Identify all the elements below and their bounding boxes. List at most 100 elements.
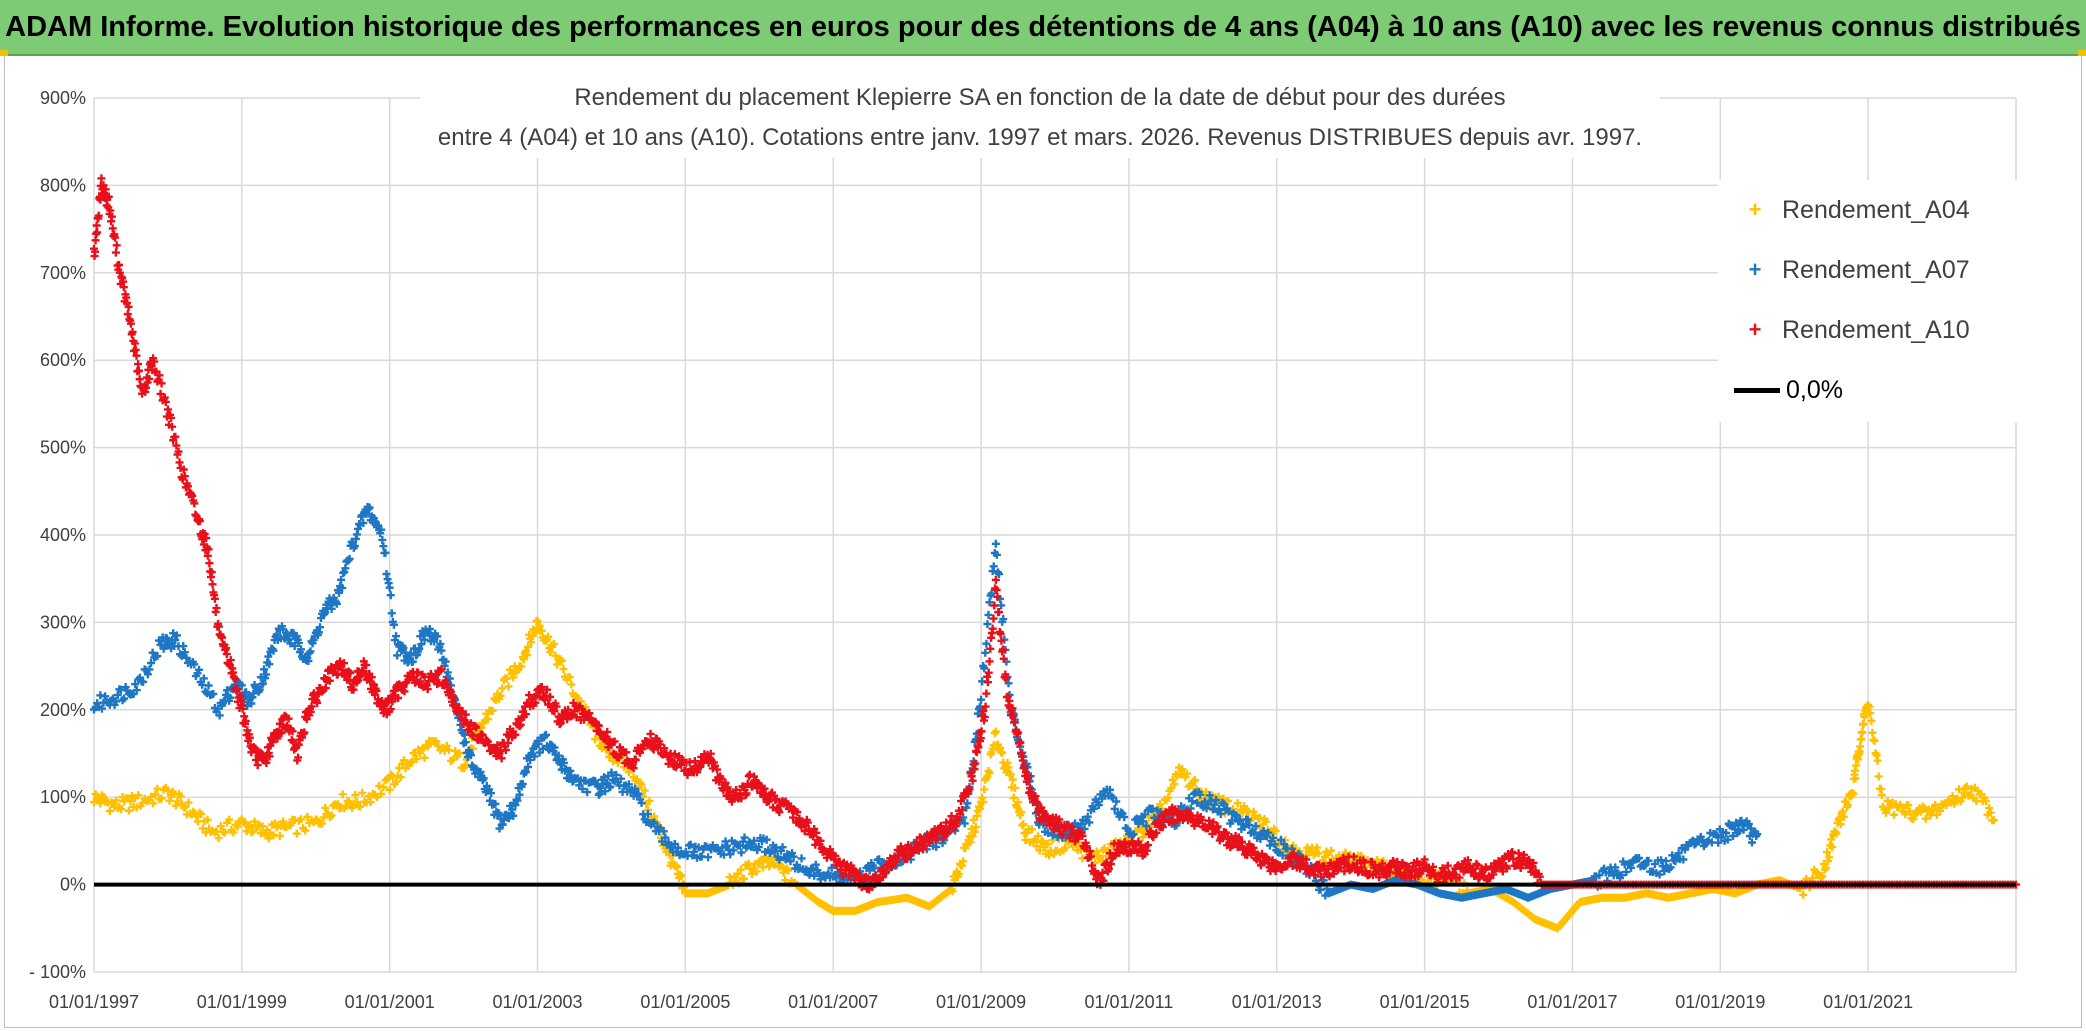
data-point (686, 840, 695, 849)
data-point (661, 833, 670, 842)
data-point (1061, 843, 1070, 852)
banner-corner-right (2078, 50, 2086, 56)
data-point (220, 828, 229, 837)
data-point (1077, 820, 1086, 829)
data-point (113, 690, 122, 699)
data-point (262, 670, 271, 679)
data-point (126, 797, 135, 806)
data-point (726, 850, 735, 859)
data-point (408, 657, 417, 666)
data-point (778, 843, 787, 852)
data-point (977, 695, 986, 704)
data-point (645, 796, 654, 805)
data-point (677, 871, 686, 880)
y-tick-label: - 100% (29, 962, 86, 982)
data-point (296, 645, 305, 654)
data-point (624, 780, 633, 789)
data-point (995, 570, 1004, 579)
data-point (1269, 833, 1278, 842)
data-point (980, 664, 989, 673)
data-point (971, 823, 980, 832)
data-point (559, 665, 568, 674)
data-point (1021, 835, 1030, 844)
data-point (1909, 815, 1918, 824)
data-point (134, 366, 143, 375)
chart-frame (4, 56, 2082, 1028)
data-point (1138, 833, 1147, 842)
data-point (600, 773, 609, 782)
data-point (338, 790, 347, 799)
data-point (811, 860, 820, 869)
data-point (601, 787, 610, 796)
data-point (115, 260, 124, 269)
data-point (640, 786, 649, 795)
data-point (1264, 828, 1273, 837)
y-axis-ticks: - 100% 0% 100% 200% 300% 400% 500% 600% 700% 800%… (29, 88, 86, 982)
legend-label-a07: Rendement_A07 (1782, 255, 1970, 284)
data-point (689, 847, 698, 856)
data-point (143, 670, 152, 679)
data-point (461, 738, 470, 747)
data-point (984, 668, 993, 677)
data-point (112, 796, 121, 805)
data-point (377, 525, 386, 534)
data-point (637, 780, 646, 789)
data-point (96, 799, 105, 808)
data-point (99, 792, 108, 801)
data-point (425, 624, 434, 633)
data-point (1080, 824, 1089, 833)
data-point (362, 509, 371, 518)
data-point (875, 855, 884, 864)
data-point (524, 642, 533, 651)
data-point (1859, 719, 1868, 728)
data-point (1034, 832, 1043, 841)
data-point (983, 678, 992, 687)
data-point (704, 853, 713, 862)
data-point (337, 575, 346, 584)
data-point (985, 598, 994, 607)
data-point (865, 866, 874, 875)
data-point (1085, 818, 1094, 827)
data-point (139, 677, 148, 686)
data-point (959, 857, 968, 866)
data-point (616, 774, 625, 783)
data-point (407, 757, 416, 766)
data-point (392, 632, 401, 641)
x-axis-ticks: 01/01/1997 01/01/1999 01/01/2001 01/01/2003… (49, 992, 1913, 1012)
data-point (423, 742, 432, 751)
data-point (1836, 820, 1845, 829)
data-point (420, 753, 429, 762)
data-point (253, 761, 262, 770)
data-point (237, 681, 246, 690)
data-point (147, 658, 156, 667)
data-point (101, 692, 110, 701)
chart-legend: + Rendement_A04 + Rendement_A07 + Rendem… (1718, 180, 2018, 422)
data-point (522, 651, 531, 660)
data-point (1140, 810, 1149, 819)
data-point (1954, 785, 1963, 794)
data-point (1090, 804, 1099, 813)
data-point (1858, 728, 1867, 737)
data-point (1123, 824, 1132, 833)
data-point (207, 568, 216, 577)
data-point (1243, 815, 1252, 824)
data-point (233, 822, 242, 831)
data-point (1634, 853, 1643, 862)
data-point (664, 838, 673, 847)
data-point (1867, 716, 1876, 725)
data-point (375, 781, 384, 790)
data-point (1852, 761, 1861, 770)
x-tick-label: 01/01/2021 (1823, 992, 1913, 1012)
data-point (1278, 851, 1287, 860)
data-point (301, 826, 310, 835)
data-point (954, 869, 963, 878)
data-point (120, 694, 129, 703)
data-point (505, 814, 514, 823)
data-point (1004, 679, 1013, 688)
data-point (467, 751, 476, 760)
data-point (348, 803, 357, 812)
data-point (483, 715, 492, 724)
data-point (1986, 808, 1995, 817)
data-point (134, 791, 143, 800)
data-point (195, 665, 204, 674)
